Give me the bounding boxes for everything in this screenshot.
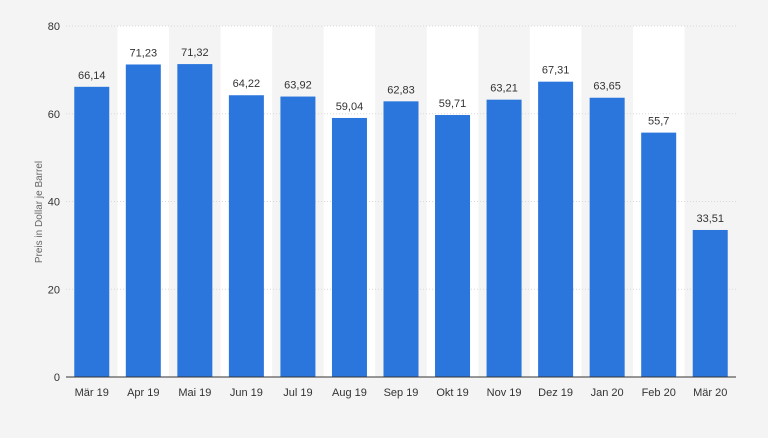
x-tick-label: Sep 19 (384, 387, 419, 399)
data-label: 71,23 (130, 47, 158, 59)
data-label: 63,21 (490, 83, 518, 95)
y-tick-label: 20 (48, 284, 60, 296)
bars (74, 64, 728, 378)
x-tick-label: Apr 19 (127, 387, 159, 399)
x-tick-label: Okt 19 (436, 387, 468, 399)
x-tick-label: Jun 19 (230, 387, 263, 399)
bar (228, 95, 264, 378)
bar (280, 96, 316, 378)
data-label: 67,31 (542, 65, 570, 77)
x-tick-label: Jul 19 (283, 387, 312, 399)
y-tick-label: 80 (48, 21, 60, 33)
data-label: 71,32 (181, 47, 209, 59)
y-tick-label: 60 (48, 109, 60, 121)
data-label: 55,7 (648, 116, 669, 128)
data-label: 59,04 (336, 101, 364, 113)
bar (74, 86, 110, 377)
data-label: 66,14 (78, 70, 106, 82)
bar (383, 101, 419, 377)
y-tick-label: 40 (48, 197, 60, 209)
bar (641, 132, 677, 377)
data-label: 62,83 (387, 84, 415, 96)
data-label: 63,92 (284, 80, 312, 92)
x-tick-label: Mai 19 (178, 387, 211, 399)
data-labels: 66,14 71,23 71,32 64,22 63,92 59,04 62,83 59,71… (78, 47, 724, 225)
data-label: 63,65 (593, 81, 621, 93)
x-tick-label: Aug 19 (332, 387, 367, 399)
bar (331, 117, 367, 377)
data-label: 59,71 (439, 98, 467, 110)
data-label: 64,22 (233, 78, 261, 90)
x-tick-label: Feb 20 (642, 387, 676, 399)
y-axis-ticks: 0 20 40 60 80 (48, 21, 60, 384)
x-tick-label: Dez 19 (538, 387, 573, 399)
bar (589, 97, 625, 377)
bar (538, 81, 574, 378)
y-axis-label: Preis in Dollar je Barrel (34, 161, 45, 263)
x-tick-label: Jan 20 (591, 387, 624, 399)
bar (486, 99, 522, 377)
x-tick-label: Mär 20 (693, 387, 727, 399)
x-tick-label: Nov 19 (487, 387, 522, 399)
bar (435, 115, 471, 378)
y-tick-label: 0 (54, 372, 60, 384)
data-label: 33,51 (696, 213, 724, 225)
x-tick-label: Mär 19 (75, 387, 109, 399)
bar (177, 64, 213, 378)
x-axis-ticks: Mär 19 Apr 19 Mai 19 Jun 19 Jul 19 Aug 19 Sep … (75, 387, 728, 399)
bar (125, 64, 161, 377)
bar (692, 229, 728, 377)
